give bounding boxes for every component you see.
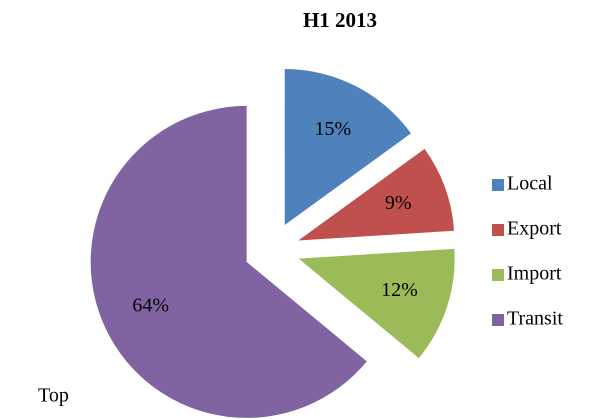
legend-label: Local [507, 173, 553, 195]
legend-swatch [492, 314, 504, 326]
legend-swatch [492, 224, 504, 236]
data-label: 64% [132, 295, 169, 317]
chart-title: H1 2013 [303, 8, 377, 32]
legend-swatch [492, 179, 504, 191]
pie-slice [298, 148, 455, 241]
data-label: 15% [315, 118, 352, 140]
pie-slice [90, 105, 367, 418]
legend-label: Transit [507, 308, 563, 330]
annotation: Top [38, 385, 69, 407]
pie-slice [284, 69, 411, 226]
legend-swatch [492, 269, 504, 281]
legend-label: Export [507, 218, 562, 240]
data-label: 12% [381, 279, 418, 301]
legend-label: Import [507, 263, 562, 285]
pie-slice [298, 248, 455, 359]
data-label: 9% [385, 192, 412, 214]
